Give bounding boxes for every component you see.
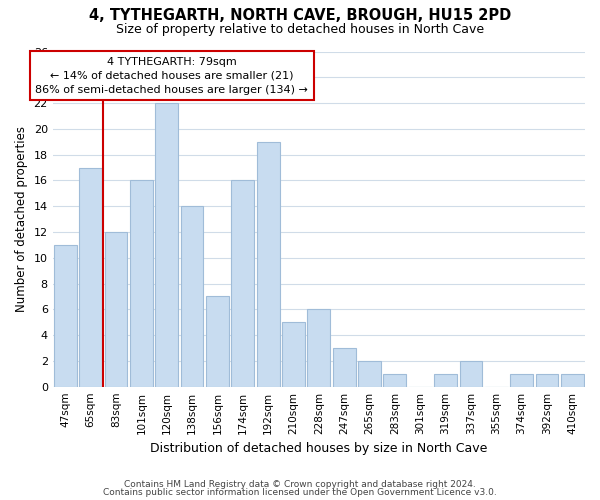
Text: Size of property relative to detached houses in North Cave: Size of property relative to detached ho… — [116, 22, 484, 36]
Y-axis label: Number of detached properties: Number of detached properties — [15, 126, 28, 312]
Bar — [282, 322, 305, 386]
Bar — [130, 180, 153, 386]
Bar — [104, 232, 127, 386]
Bar — [181, 206, 203, 386]
Bar — [536, 374, 559, 386]
Bar — [206, 296, 229, 386]
Bar — [54, 245, 77, 386]
Text: 4 TYTHEGARTH: 79sqm
← 14% of detached houses are smaller (21)
86% of semi-detach: 4 TYTHEGARTH: 79sqm ← 14% of detached ho… — [35, 56, 308, 94]
Bar — [257, 142, 280, 386]
Bar — [307, 310, 330, 386]
Bar — [434, 374, 457, 386]
Text: 4, TYTHEGARTH, NORTH CAVE, BROUGH, HU15 2PD: 4, TYTHEGARTH, NORTH CAVE, BROUGH, HU15 … — [89, 8, 511, 22]
Bar — [232, 180, 254, 386]
Text: Contains HM Land Registry data © Crown copyright and database right 2024.: Contains HM Land Registry data © Crown c… — [124, 480, 476, 489]
Bar — [383, 374, 406, 386]
Text: Contains public sector information licensed under the Open Government Licence v3: Contains public sector information licen… — [103, 488, 497, 497]
Bar — [358, 361, 381, 386]
X-axis label: Distribution of detached houses by size in North Cave: Distribution of detached houses by size … — [150, 442, 488, 455]
Bar — [510, 374, 533, 386]
Bar — [155, 103, 178, 387]
Bar — [333, 348, 356, 387]
Bar — [460, 361, 482, 386]
Bar — [79, 168, 102, 386]
Bar — [561, 374, 584, 386]
